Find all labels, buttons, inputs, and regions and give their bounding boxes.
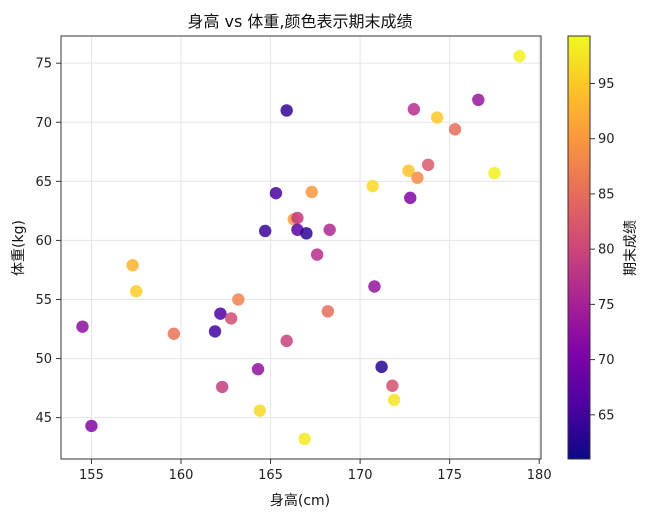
scatter-point bbox=[305, 185, 318, 199]
grid-lines bbox=[61, 36, 541, 459]
scatter-point bbox=[310, 248, 324, 261]
scatter-point bbox=[208, 325, 222, 338]
y-tick-label: 50 bbox=[35, 352, 52, 367]
scatter-point bbox=[280, 334, 293, 348]
scatter-point bbox=[167, 327, 181, 340]
x-axis: 155 160 165 170 175 180 bbox=[79, 459, 552, 483]
scatter-point bbox=[232, 293, 245, 306]
scatter-point bbox=[421, 158, 435, 171]
scatter-point bbox=[448, 123, 462, 136]
x-axis-label: 身高(cm) bbox=[270, 492, 330, 509]
scatter-point bbox=[130, 285, 143, 298]
scatter-point bbox=[224, 312, 238, 325]
chart-title: 身高 vs 体重,颜色表示期末成绩 bbox=[187, 12, 412, 31]
colorbar-tick-label: 90 bbox=[598, 132, 615, 147]
scatter-point bbox=[298, 432, 311, 446]
colorbar-tick-label: 75 bbox=[598, 298, 615, 313]
colorbar-tick-label: 80 bbox=[598, 243, 615, 258]
scatter-point bbox=[513, 49, 526, 63]
x-tick-label: 170 bbox=[348, 468, 373, 483]
colorbar-tick-label: 95 bbox=[598, 77, 615, 92]
scatter-point bbox=[407, 103, 421, 116]
plot-area bbox=[60, 35, 542, 460]
scatter-point bbox=[253, 404, 267, 417]
y-axis-label: 体重(kg) bbox=[11, 220, 27, 276]
scatter-point bbox=[387, 393, 401, 407]
scatter-point bbox=[386, 379, 399, 392]
scatter-point bbox=[251, 363, 265, 376]
x-tick-label: 155 bbox=[79, 468, 104, 483]
colorbar-tick-label: 70 bbox=[598, 353, 615, 368]
scatter-point bbox=[488, 166, 501, 180]
y-tick-label: 65 bbox=[35, 175, 52, 190]
scatter-point bbox=[411, 171, 424, 184]
scatter-point bbox=[85, 419, 98, 433]
colorbar-tick-label: 85 bbox=[598, 187, 615, 202]
data-points bbox=[76, 49, 526, 446]
colorbar bbox=[567, 35, 591, 460]
scatter-point bbox=[214, 307, 227, 320]
y-tick-label: 70 bbox=[35, 116, 52, 131]
scatter-point bbox=[291, 211, 304, 225]
scatter-point bbox=[472, 93, 485, 107]
colorbar-axis: 65 70 75 80 85 90 95 bbox=[590, 77, 615, 423]
scatter-point bbox=[368, 280, 381, 293]
colorbar-label: 期末成绩 bbox=[623, 220, 639, 276]
y-axis: 45 50 55 60 65 70 75 bbox=[35, 57, 61, 426]
scatter-point bbox=[366, 179, 379, 193]
colorbar-tick-label: 65 bbox=[598, 408, 615, 423]
scatter-point bbox=[402, 164, 415, 177]
x-tick-label: 165 bbox=[258, 468, 283, 483]
scatter-point bbox=[375, 360, 388, 374]
scatter-point bbox=[404, 191, 417, 205]
scatter-point bbox=[76, 320, 89, 333]
y-tick-label: 60 bbox=[35, 234, 52, 249]
y-tick-label: 75 bbox=[35, 57, 52, 72]
scatter-point bbox=[126, 259, 139, 272]
x-tick-label: 175 bbox=[437, 468, 462, 483]
x-tick-label: 180 bbox=[527, 468, 552, 483]
y-tick-label: 45 bbox=[35, 411, 52, 426]
y-tick-label: 55 bbox=[35, 293, 52, 308]
scatter-point bbox=[430, 111, 444, 124]
scatter-point bbox=[321, 305, 335, 318]
scatter-point bbox=[215, 380, 229, 394]
scatter-point bbox=[258, 224, 272, 238]
scatter-point bbox=[280, 104, 293, 117]
scatter-point bbox=[269, 186, 283, 200]
x-tick-label: 160 bbox=[169, 468, 194, 483]
scatter-point bbox=[323, 223, 336, 236]
scatter-point bbox=[300, 227, 313, 240]
